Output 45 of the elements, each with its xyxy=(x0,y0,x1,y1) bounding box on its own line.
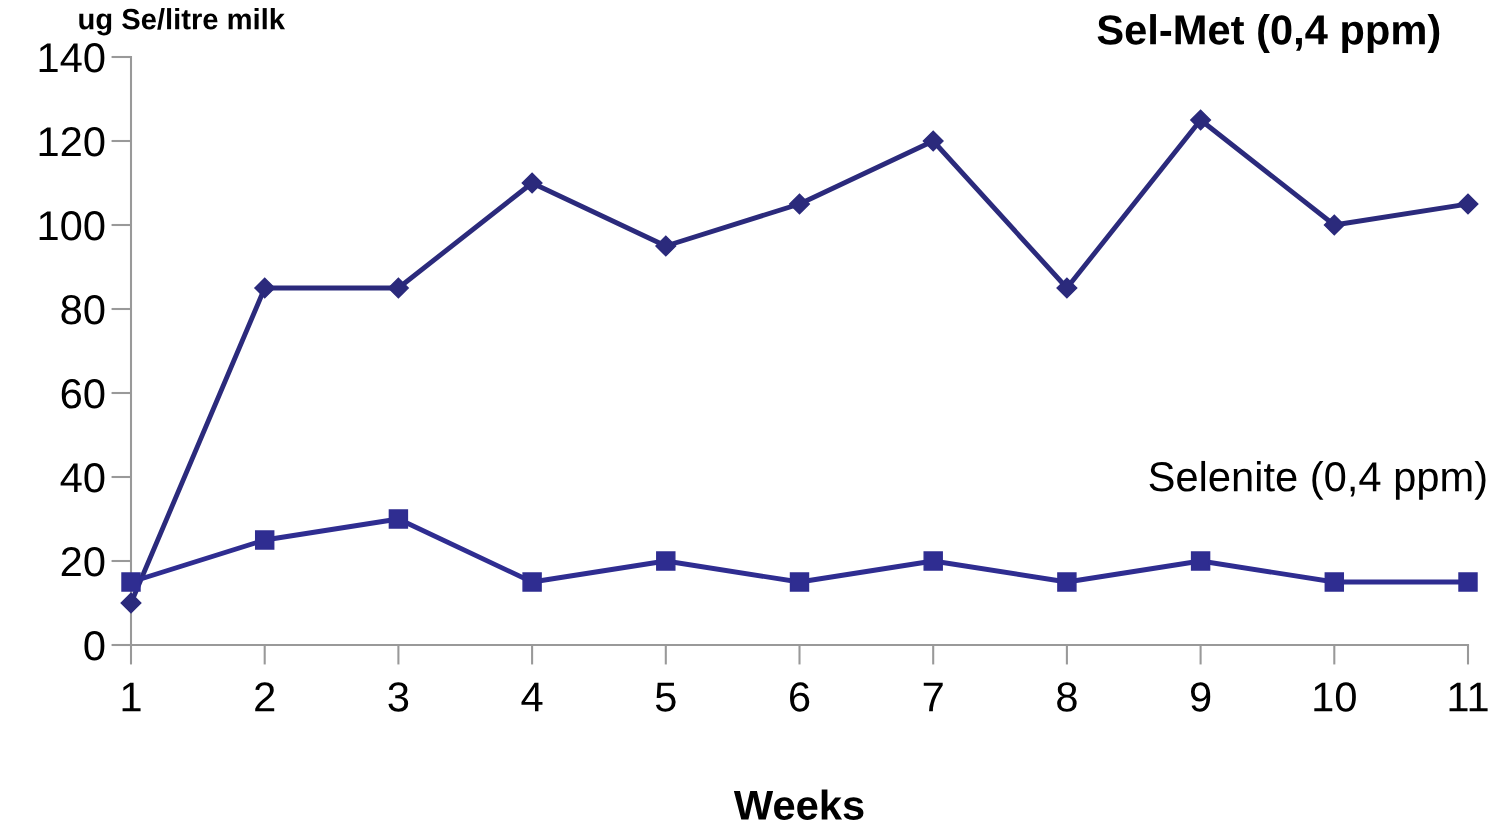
point xyxy=(655,235,677,257)
point xyxy=(521,172,543,194)
point xyxy=(522,572,542,592)
x-tick-label: 7 xyxy=(923,682,943,712)
y-tick-label: 100 xyxy=(39,211,105,241)
point xyxy=(254,277,276,299)
series-label: Selenite (0,4 ppm) xyxy=(1149,460,1486,500)
point xyxy=(387,277,409,299)
point xyxy=(1190,551,1211,571)
x-axis-title: Weeks xyxy=(733,789,864,820)
point xyxy=(121,572,141,592)
x-tick-label: 6 xyxy=(790,682,810,712)
y-tick-label: 0 xyxy=(84,631,105,661)
point xyxy=(788,193,811,215)
point xyxy=(923,551,943,571)
point xyxy=(1323,214,1345,236)
y-tick-label: 60 xyxy=(61,379,105,409)
point xyxy=(1057,572,1077,592)
point xyxy=(254,530,275,550)
x-tick-label: 4 xyxy=(521,682,543,712)
point xyxy=(1190,109,1212,131)
point xyxy=(922,130,944,152)
y-tick-label: 80 xyxy=(61,295,105,325)
y-tick-label: 20 xyxy=(61,547,105,577)
point xyxy=(656,551,676,571)
x-tick-label: 3 xyxy=(388,682,409,712)
y-axis-title: ug Se/litre milk xyxy=(79,8,286,36)
point xyxy=(388,509,409,529)
y-tick-label: 120 xyxy=(39,127,105,157)
y-tick-label: 40 xyxy=(60,463,105,493)
x-tick-label: 9 xyxy=(1190,682,1211,712)
point xyxy=(1056,277,1078,299)
point xyxy=(120,592,142,614)
x-tick-label: 5 xyxy=(655,682,676,712)
x-tick-label: 10 xyxy=(1314,682,1356,712)
x-tick-label: 11 xyxy=(1449,682,1488,712)
point xyxy=(1324,572,1345,592)
point xyxy=(1457,193,1479,215)
point xyxy=(1458,572,1478,592)
x-tick-label: 8 xyxy=(1057,682,1077,712)
y-tick-label: 140 xyxy=(39,43,105,73)
x-tick-label: 1 xyxy=(122,682,141,712)
point xyxy=(789,572,810,592)
text: Sel-Met (0,4 ppm) xyxy=(1097,14,1440,53)
x-tick-label: 2 xyxy=(255,682,275,712)
